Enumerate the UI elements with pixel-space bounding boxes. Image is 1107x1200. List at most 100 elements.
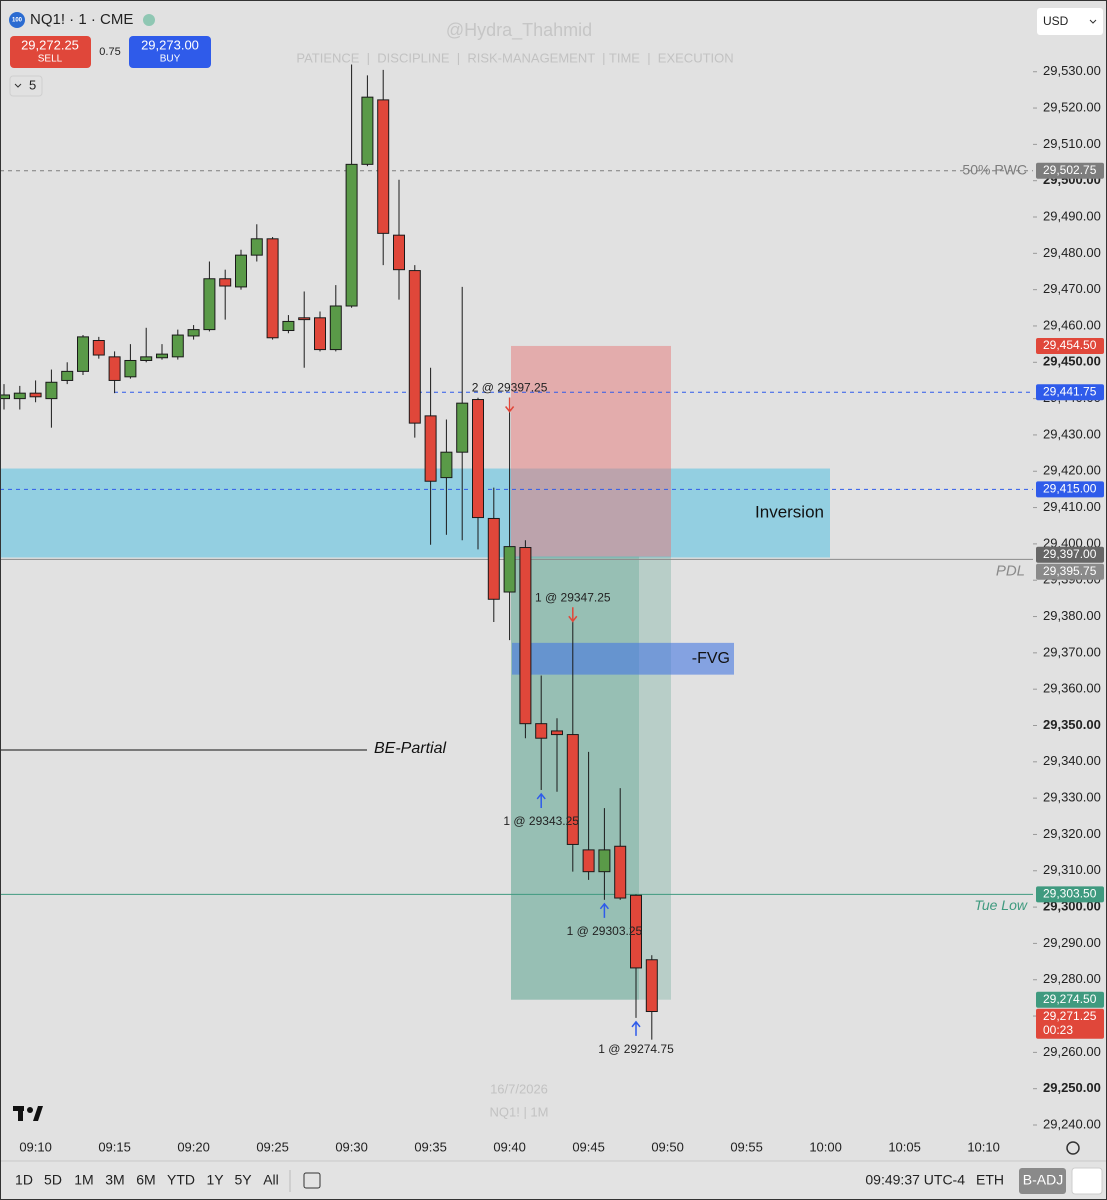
calendar-icon[interactable] bbox=[303, 1172, 321, 1189]
price-badge bbox=[1036, 481, 1104, 498]
range-button[interactable]: 5Y bbox=[234, 1172, 252, 1188]
range-button[interactable]: 5D bbox=[44, 1172, 62, 1188]
x-tick-label: 09:30 bbox=[335, 1139, 368, 1154]
candle-body bbox=[13, 392, 26, 400]
range-button[interactable]: 1Y bbox=[206, 1172, 224, 1188]
toolbar bbox=[0, 1160, 1107, 1200]
price-badge-label: 29,303.50 bbox=[1043, 887, 1097, 901]
candle-body bbox=[614, 845, 627, 899]
range-button[interactable]: 6M bbox=[136, 1172, 155, 1188]
symbol[interactable]: NQ1! · 1 · CME bbox=[30, 11, 133, 28]
countdown: 00:23 bbox=[1043, 1023, 1073, 1037]
y-tick-label: 29,490.00 bbox=[1043, 208, 1101, 223]
x-tick-label: 09:25 bbox=[256, 1139, 289, 1154]
candle-body bbox=[329, 305, 342, 351]
sell-arrow bbox=[505, 397, 515, 413]
candle-body bbox=[566, 734, 579, 845]
indicators-count: 5 bbox=[29, 77, 36, 92]
adjust: B-ADJ bbox=[1023, 1172, 1063, 1188]
candle-body bbox=[408, 270, 421, 424]
candle-body bbox=[171, 334, 184, 358]
range-button[interactable]: 1D bbox=[15, 1172, 33, 1188]
y-tick-label: 29,510.00 bbox=[1043, 136, 1101, 151]
candle-body bbox=[219, 278, 232, 287]
candle-body bbox=[203, 278, 216, 331]
settings-icon[interactable] bbox=[1066, 1141, 1080, 1155]
range-button[interactable]: 1M bbox=[74, 1172, 93, 1188]
candle-body bbox=[140, 356, 153, 361]
expand-button[interactable] bbox=[1071, 1167, 1103, 1195]
range-button[interactable]: All bbox=[263, 1172, 279, 1188]
y-tick-label: 29,340.00 bbox=[1043, 753, 1101, 768]
y-tick-label: 29,260.00 bbox=[1043, 1044, 1101, 1059]
y-tick-label: 29,240.00 bbox=[1043, 1116, 1101, 1131]
price-badge-label: 29,274.50 bbox=[1043, 992, 1097, 1006]
adjust-button[interactable] bbox=[1019, 1168, 1066, 1194]
range-button[interactable]: YTD bbox=[167, 1172, 195, 1188]
candle-body bbox=[456, 402, 469, 453]
session[interactable]: ETH bbox=[976, 1172, 1004, 1188]
sell-price: 29,272.25 bbox=[21, 37, 79, 52]
y-tick-label: 29,520.00 bbox=[1043, 99, 1101, 114]
x-tick-label: 10:05 bbox=[888, 1139, 921, 1154]
indicators-toggle[interactable] bbox=[9, 75, 43, 97]
price-badge bbox=[1036, 384, 1104, 401]
x-tick-label: 09:45 bbox=[572, 1139, 605, 1154]
buy-label: BUY bbox=[160, 54, 181, 65]
buy-button[interactable] bbox=[129, 36, 211, 68]
price-badge-label: 29,502.75 bbox=[1043, 163, 1097, 177]
candle-body bbox=[298, 317, 311, 321]
trade-label: 2 @ 29397.25 bbox=[472, 381, 548, 395]
candle-body bbox=[519, 547, 532, 725]
watermark-motto: PATIENCE | DISCIPLINE | RISK-MANAGEMENT … bbox=[296, 50, 733, 65]
candle-body bbox=[551, 730, 563, 736]
price-badge bbox=[1036, 563, 1104, 580]
zone bbox=[0, 468, 830, 558]
candle-body bbox=[393, 234, 405, 271]
buy-arrow bbox=[599, 902, 609, 918]
candle-body bbox=[45, 381, 58, 400]
y-tick-label: 29,530.00 bbox=[1043, 63, 1101, 78]
range-button[interactable]: 3M bbox=[105, 1172, 124, 1188]
x-tick-label: 09:40 bbox=[493, 1139, 526, 1154]
candle-body bbox=[250, 238, 263, 256]
sell-button[interactable] bbox=[10, 36, 91, 68]
sell-arrow bbox=[568, 607, 578, 623]
candle-body bbox=[235, 254, 247, 288]
candle-body bbox=[440, 451, 453, 479]
y-tick-label: 29,460.00 bbox=[1043, 317, 1101, 332]
candle-body bbox=[108, 356, 121, 381]
y-tick-label: 29,480.00 bbox=[1043, 245, 1101, 260]
candle-body bbox=[487, 517, 500, 600]
candle-body bbox=[361, 96, 374, 165]
y-tick-label: 29,310.00 bbox=[1043, 862, 1101, 877]
currency-select[interactable] bbox=[1037, 8, 1103, 35]
x-tick-label: 09:55 bbox=[730, 1139, 763, 1154]
level-label: BE-Partial bbox=[374, 740, 446, 757]
candle-body bbox=[424, 415, 437, 482]
price-badge bbox=[1036, 162, 1104, 179]
currency: USD bbox=[1043, 14, 1069, 28]
x-tick-label: 09:35 bbox=[414, 1139, 447, 1154]
x-tick-label: 10:00 bbox=[809, 1139, 842, 1154]
zone-label: -FVG bbox=[692, 650, 730, 667]
y-tick-label: 29,290.00 bbox=[1043, 935, 1101, 950]
price-badge bbox=[1036, 886, 1104, 903]
candle-body bbox=[630, 894, 642, 969]
candle-body bbox=[0, 394, 10, 400]
x-tick-label: 09:10 bbox=[19, 1139, 52, 1154]
candle-body bbox=[314, 317, 326, 351]
candle-body bbox=[266, 238, 279, 339]
candle-body bbox=[535, 723, 548, 739]
clock: 09:49:37 UTC-4 bbox=[865, 1172, 965, 1188]
trade-label: 1 @ 29347.25 bbox=[535, 590, 611, 604]
candle-body bbox=[282, 320, 295, 332]
candle-body bbox=[582, 849, 595, 873]
candle-body bbox=[156, 353, 168, 359]
trade-label: 1 @ 29343.25 bbox=[503, 814, 579, 828]
logo-text: 100 bbox=[12, 18, 23, 24]
y-tick-label: 29,470.00 bbox=[1043, 281, 1101, 296]
candle-body bbox=[345, 163, 358, 307]
y-tick-label: 29,360.00 bbox=[1043, 681, 1101, 696]
